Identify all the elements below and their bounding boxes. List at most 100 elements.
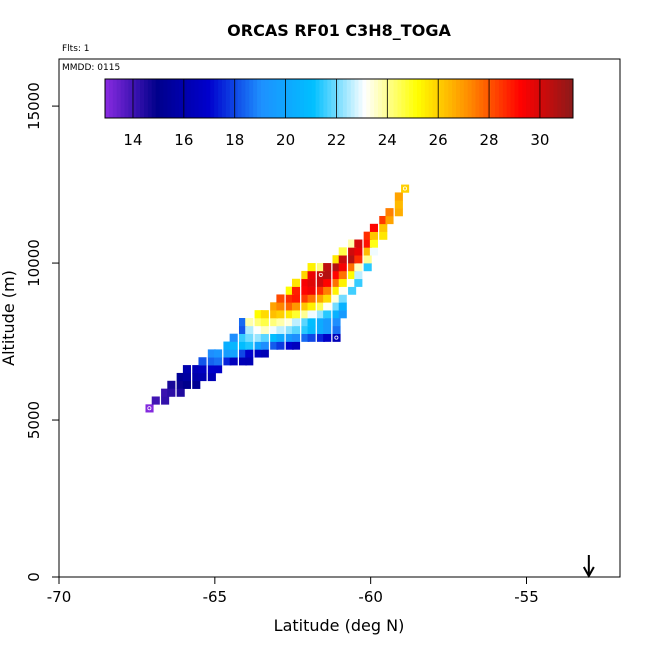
heatmap-cell — [307, 270, 316, 280]
heatmap-cell — [238, 357, 248, 366]
heatmap-cell — [254, 349, 263, 358]
colorbar-segment — [440, 79, 445, 118]
colorbar-segment — [444, 79, 449, 118]
x-tick-label: -60 — [358, 588, 383, 606]
colorbar-segment — [420, 79, 426, 118]
heatmap-cell — [291, 294, 301, 303]
heatmap-cell — [385, 215, 394, 225]
heatmap-cell — [285, 294, 294, 303]
heatmap-cell — [338, 278, 347, 287]
colorbar-segment — [335, 79, 340, 118]
heatmap-cell — [332, 270, 341, 280]
colorbar-segment — [381, 79, 387, 118]
colorbar-segment — [257, 79, 262, 118]
colorbar-segment — [272, 79, 277, 118]
heatmap-cell — [323, 333, 332, 342]
heatmap-cell — [207, 349, 216, 358]
colorbar-segment — [132, 79, 137, 118]
colorbar-segment — [565, 79, 570, 118]
heatmap-cell — [214, 357, 223, 366]
colorbar-tick-label: 30 — [530, 131, 549, 149]
colorbar-tick-label: 28 — [480, 131, 499, 149]
heatmap-cell — [167, 388, 176, 397]
heatmap-cell — [348, 286, 357, 295]
colorbar-segment — [190, 79, 196, 118]
heatmap-cell — [176, 388, 185, 397]
heatmap-cell — [270, 310, 279, 319]
colorbar-segment — [553, 79, 558, 118]
heatmap-cell — [348, 239, 357, 248]
heatmap-cell — [285, 325, 294, 334]
colorbar-segment — [358, 79, 363, 118]
heatmap-cell — [223, 357, 232, 366]
colorbar-tick-label: 16 — [174, 131, 193, 149]
heatmap-cell — [316, 302, 325, 311]
colorbar-segment — [237, 79, 242, 118]
colorbar-segment — [405, 79, 410, 118]
colorbar-segment — [506, 79, 511, 118]
heatmap-cell — [316, 333, 325, 342]
x-tick-label: -65 — [203, 588, 228, 606]
colorbar-segment — [300, 79, 305, 118]
heatmap-cell — [238, 325, 248, 334]
colorbar-segment — [339, 79, 344, 118]
heatmap-cell — [245, 357, 254, 366]
colorbar-segment — [370, 79, 375, 118]
y-tick-label: 15000 — [25, 82, 43, 130]
colorbar-segment — [288, 79, 293, 118]
heatmap-cell — [301, 294, 310, 303]
heatmap-cell — [285, 310, 294, 319]
colorbar-segment — [413, 79, 418, 118]
colorbar-segment — [389, 79, 394, 118]
heatmap-cell — [176, 380, 185, 389]
colorbar-segment — [296, 79, 301, 118]
heatmap-cell — [348, 270, 357, 280]
colorbar-segment — [124, 79, 129, 118]
y-axis-label: Altitude (m) — [0, 270, 18, 366]
heatmap-cell — [229, 349, 238, 358]
heatmap-cell — [285, 341, 294, 350]
heatmap-cell — [198, 365, 207, 374]
heatmap-cell — [369, 231, 378, 240]
heatmap-cell — [198, 372, 207, 382]
heatmap-cell — [291, 278, 301, 287]
heatmap-cell — [270, 318, 279, 327]
heatmap-cell — [291, 333, 301, 342]
heatmap-cell — [354, 255, 363, 264]
heatmap-cell — [323, 286, 332, 295]
y-tick-label: 0 — [25, 572, 43, 582]
heatmap-cell — [348, 247, 357, 256]
heatmap-cell — [254, 310, 263, 319]
heatmap-cell — [369, 239, 378, 248]
heatmap-cell — [385, 208, 394, 217]
colorbar-segment — [518, 79, 523, 118]
colorbar-segment — [342, 79, 348, 118]
colorbar-segment — [378, 79, 383, 118]
heatmap-cell — [182, 365, 191, 374]
heatmap-cell — [332, 333, 341, 342]
heatmap-cell — [207, 357, 216, 366]
colorbar-segment — [214, 79, 219, 118]
heatmap-cell — [307, 310, 316, 319]
colorbar-tick-label: 20 — [276, 131, 295, 149]
heatmap-cell — [229, 333, 238, 342]
colorbar-segment — [545, 79, 550, 118]
colorbar-segment — [327, 79, 332, 118]
colorbar-segment — [163, 79, 168, 118]
heatmap-cell — [238, 349, 248, 358]
heatmap-cell — [291, 341, 301, 350]
colorbar-segment — [530, 79, 535, 118]
heatmap-cell — [270, 341, 279, 350]
y-tick-label: 5000 — [25, 401, 43, 439]
colorbar-segment — [241, 79, 246, 118]
colorbar-segment — [151, 79, 157, 118]
colorbar-segment — [459, 79, 465, 118]
colorbar-segment — [292, 79, 297, 118]
colorbar-segment — [194, 79, 199, 118]
heatmap-cell — [276, 310, 285, 319]
colorbar-segment — [284, 79, 289, 118]
heatmap-cell — [254, 318, 263, 327]
cell-marker — [334, 335, 339, 340]
colorbar-segment — [206, 79, 211, 118]
